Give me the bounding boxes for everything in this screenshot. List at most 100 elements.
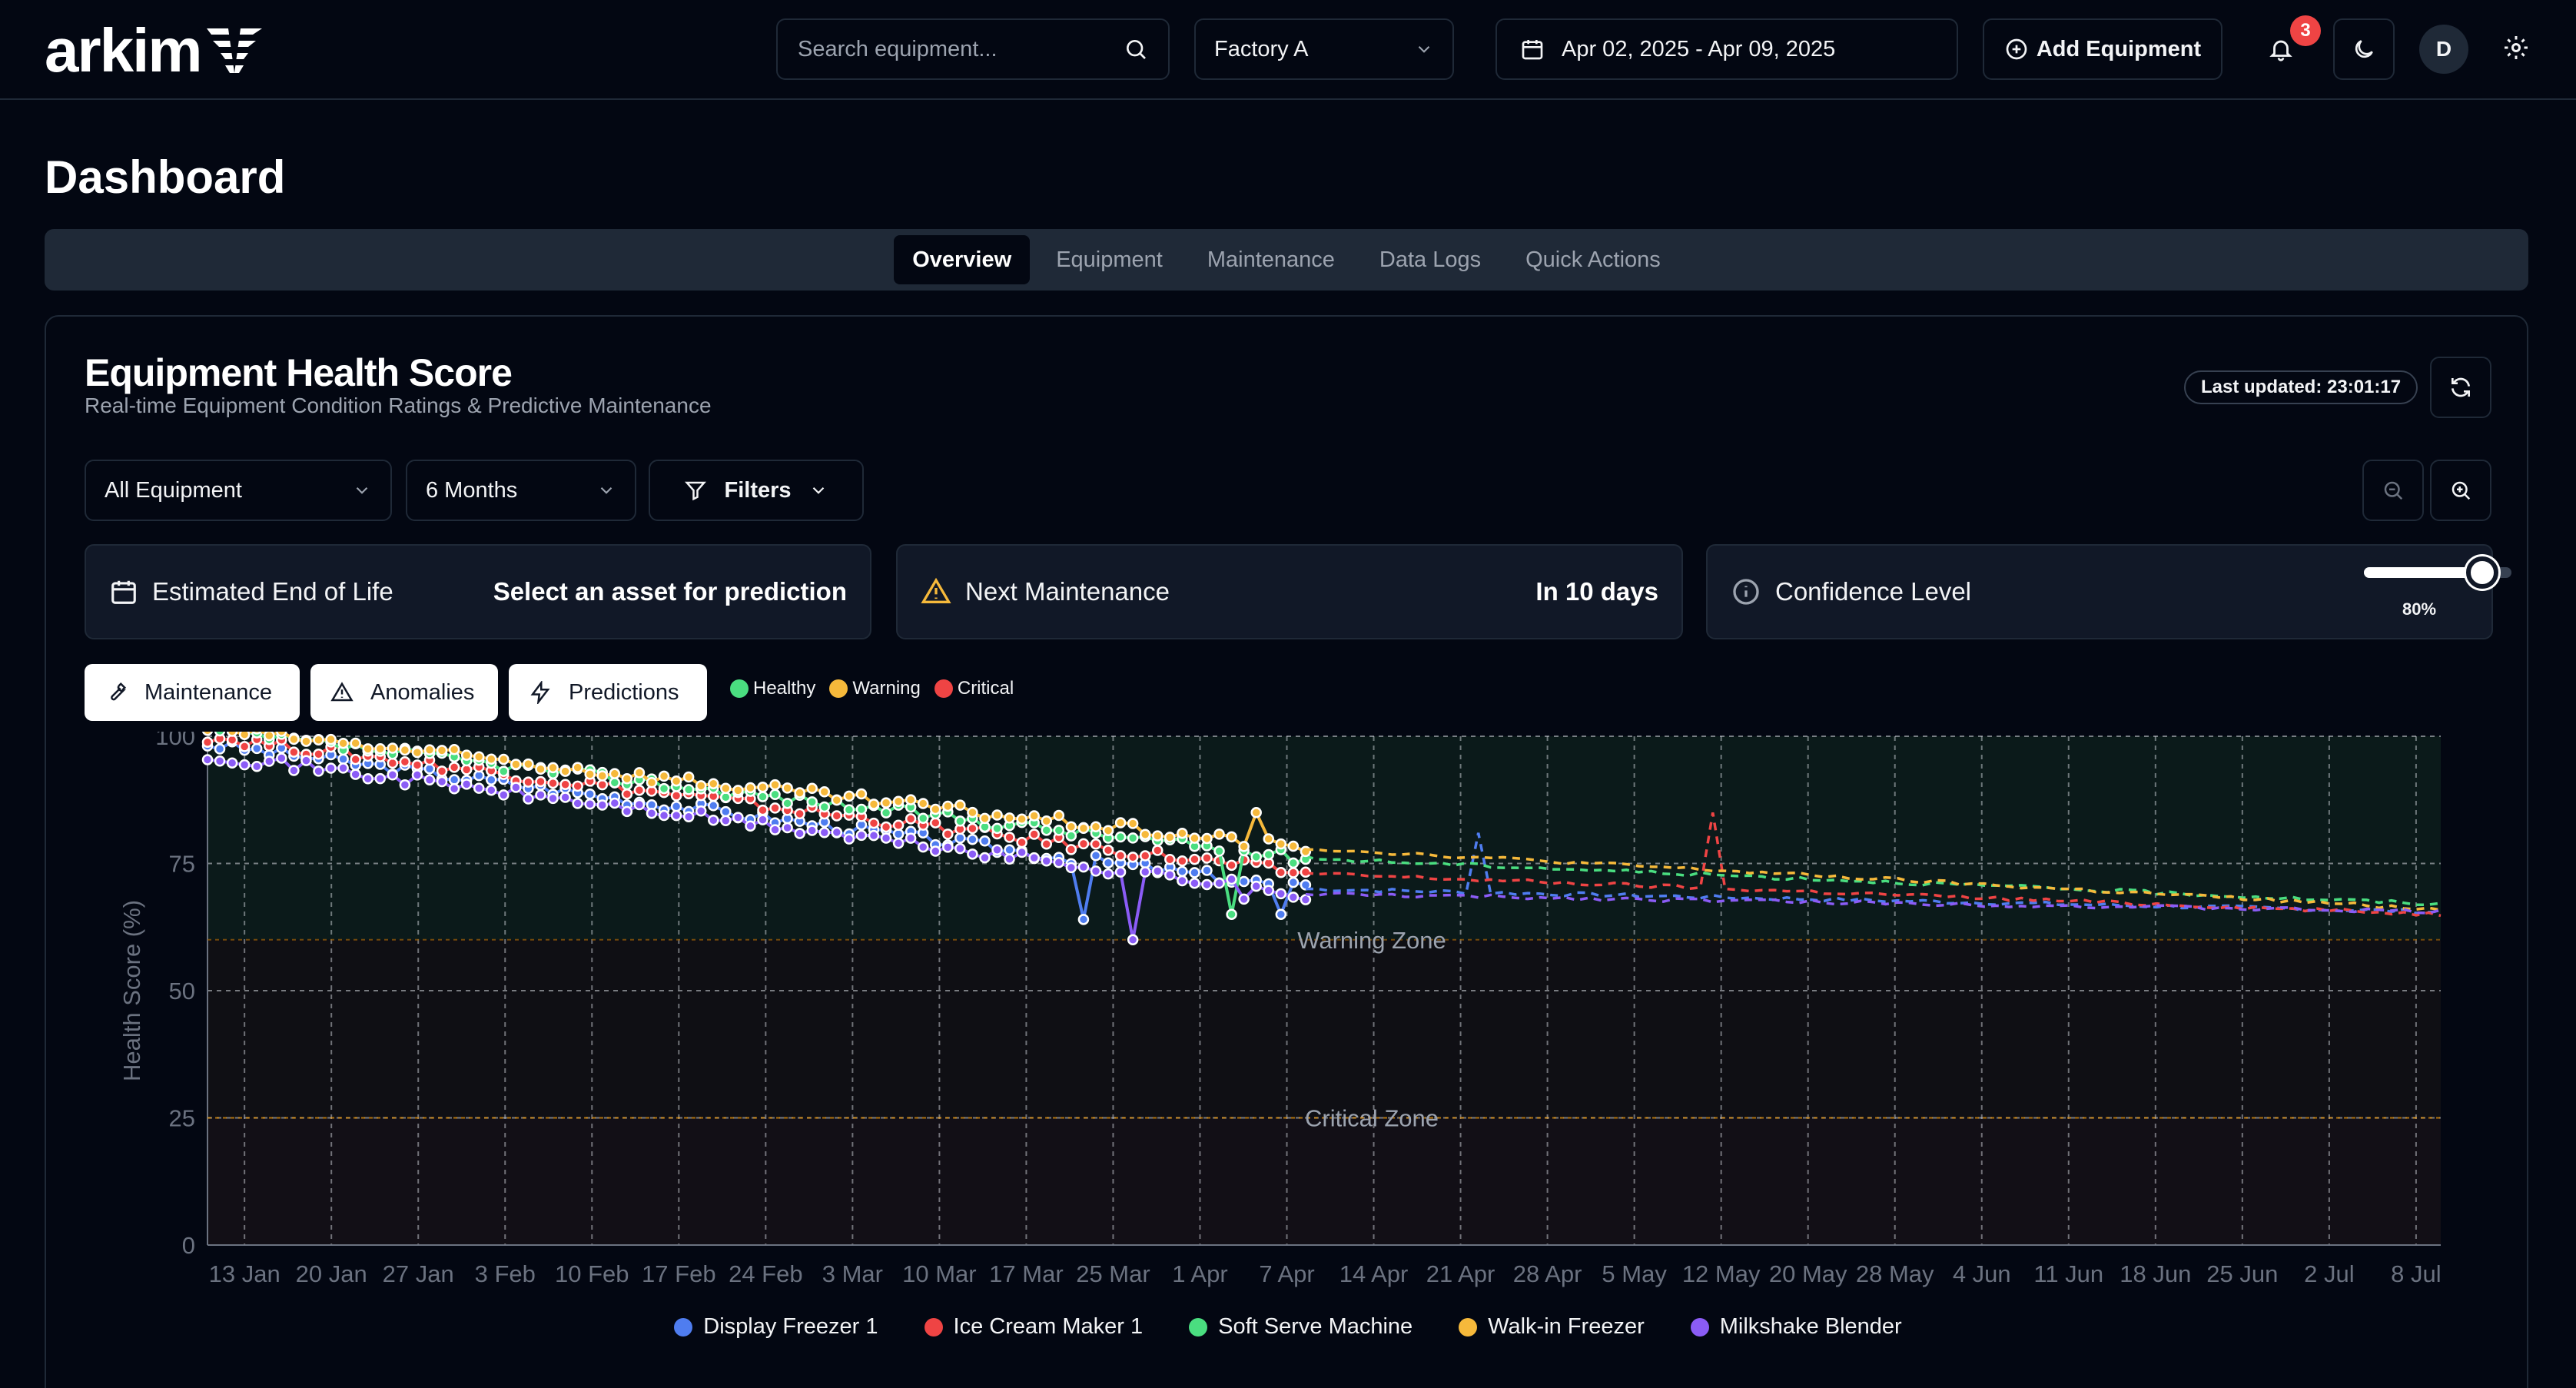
- data-point: [1189, 877, 1200, 889]
- equipment-select[interactable]: All Equipment: [85, 460, 392, 521]
- next-maintenance-panel: Next Maintenance In 10 days: [896, 544, 1683, 639]
- data-point: [1213, 828, 1225, 840]
- tab-maintenance[interactable]: Maintenance: [1207, 247, 1335, 272]
- time-range-select[interactable]: 6 Months: [406, 460, 636, 521]
- data-point: [1287, 840, 1300, 852]
- data-point: [288, 746, 300, 758]
- legend-item-0[interactable]: Display Freezer 1: [674, 1314, 878, 1340]
- data-point: [1053, 809, 1065, 822]
- filter-icon: [684, 479, 707, 502]
- data-point: [880, 821, 892, 833]
- data-point: [942, 842, 954, 853]
- legend-item-1[interactable]: Ice Cream Maker 1: [924, 1314, 1143, 1340]
- data-point: [658, 809, 670, 822]
- series-line-predicted: [1305, 892, 2442, 915]
- next-maintenance-label: Next Maintenance: [965, 577, 1170, 606]
- tab-overview[interactable]: Overview: [894, 235, 1031, 284]
- data-point: [596, 770, 609, 782]
- data-point: [1300, 894, 1312, 905]
- data-point: [1139, 866, 1151, 878]
- avatar[interactable]: D: [2419, 25, 2468, 74]
- data-point: [1016, 836, 1027, 848]
- data-point: [264, 755, 275, 767]
- data-point: [695, 805, 707, 817]
- data-point: [436, 775, 448, 788]
- filters-button[interactable]: Filters: [649, 460, 864, 521]
- data-point: [547, 762, 559, 774]
- data-point: [1177, 875, 1188, 887]
- data-point: [1275, 838, 1287, 850]
- data-point: [905, 794, 917, 805]
- data-point: [1090, 865, 1102, 877]
- data-point: [794, 808, 805, 820]
- logo[interactable]: arkim: [45, 20, 264, 81]
- maintenance-toggle-button[interactable]: Maintenance: [85, 664, 300, 721]
- search-input[interactable]: Search equipment...: [776, 18, 1170, 80]
- zoom-in-icon: [2449, 479, 2472, 502]
- refresh-button[interactable]: [2430, 357, 2491, 418]
- data-point: [1016, 846, 1027, 858]
- zoom-out-button[interactable]: [2362, 460, 2424, 521]
- data-point: [596, 779, 609, 791]
- date-range-value: Apr 02, 2025 - Apr 09, 2025: [1562, 36, 1836, 61]
- data-point: [584, 789, 596, 800]
- data-point: [1213, 877, 1225, 889]
- data-point: [523, 793, 534, 805]
- data-point: [954, 832, 966, 844]
- tab-data-logs[interactable]: Data Logs: [1379, 247, 1482, 272]
- search-icon[interactable]: [1124, 37, 1148, 61]
- legend-label: Soft Serve Machine: [1218, 1314, 1413, 1339]
- notifications-button[interactable]: 3: [2250, 15, 2321, 80]
- tab-quick-actions[interactable]: Quick Actions: [1525, 247, 1661, 272]
- tab-equipment[interactable]: Equipment: [1056, 247, 1163, 272]
- date-range-picker[interactable]: Apr 02, 2025 - Apr 09, 2025: [1495, 18, 1958, 80]
- gear-icon[interactable]: [2502, 34, 2533, 65]
- legend-item-4[interactable]: Milkshake Blender: [1690, 1314, 1902, 1340]
- data-point: [794, 828, 805, 839]
- data-point: [1065, 862, 1077, 874]
- x-tick-label: 20 Jan: [296, 1260, 367, 1287]
- warning-region: [207, 939, 2441, 1118]
- add-equipment-button[interactable]: Add Equipment: [1983, 18, 2222, 80]
- data-point: [1152, 845, 1164, 856]
- legend-item-2[interactable]: Soft Serve Machine: [1189, 1314, 1412, 1340]
- data-point: [682, 784, 695, 795]
- data-point: [967, 822, 978, 835]
- data-point: [720, 805, 732, 818]
- data-point: [757, 804, 768, 816]
- theme-toggle-button[interactable]: [2333, 18, 2395, 80]
- predictions-toggle-button[interactable]: Predictions: [509, 664, 707, 721]
- data-point: [1041, 855, 1053, 867]
- legend-item-3[interactable]: Walk-in Freezer: [1459, 1314, 1645, 1340]
- data-point: [201, 754, 214, 765]
- data-point: [1053, 856, 1065, 868]
- moon-icon: [2352, 37, 2376, 61]
- y-tick-label: 0: [182, 1232, 195, 1259]
- confidence-slider[interactable]: 80%: [2364, 556, 2518, 619]
- data-point: [670, 790, 682, 802]
- data-point: [720, 792, 732, 803]
- data-point: [633, 799, 646, 811]
- data-point: [782, 798, 793, 809]
- zoom-in-button[interactable]: [2430, 460, 2491, 521]
- data-point: [1041, 815, 1053, 827]
- x-tick-label: 28 Apr: [1513, 1260, 1582, 1287]
- top-bar: arkim Search equipment... Factory A Apr …: [0, 0, 2576, 100]
- confidence-slider-thumb[interactable]: [2465, 556, 2498, 589]
- data-point: [806, 782, 818, 795]
- data-point: [757, 781, 768, 793]
- calendar-icon: [1520, 37, 1545, 61]
- bell-icon: [2268, 36, 2294, 62]
- factory-select[interactable]: Factory A: [1194, 18, 1454, 80]
- legend-dot: [924, 1317, 943, 1337]
- health-score-chart[interactable]: 0 25 50 75 100 13 Jan 20 Jan 27 Jan 3 Feb 10 Feb 1…: [92, 732, 2521, 1388]
- data-point: [831, 794, 843, 806]
- zoom-out-icon: [2382, 479, 2405, 502]
- data-point: [1177, 855, 1188, 867]
- data-point: [782, 822, 793, 834]
- data-point: [954, 815, 966, 827]
- x-tick-label: 17 Mar: [989, 1260, 1063, 1287]
- anomalies-toggle-button[interactable]: Anomalies: [310, 664, 498, 721]
- data-point: [387, 769, 399, 781]
- data-point: [201, 732, 214, 736]
